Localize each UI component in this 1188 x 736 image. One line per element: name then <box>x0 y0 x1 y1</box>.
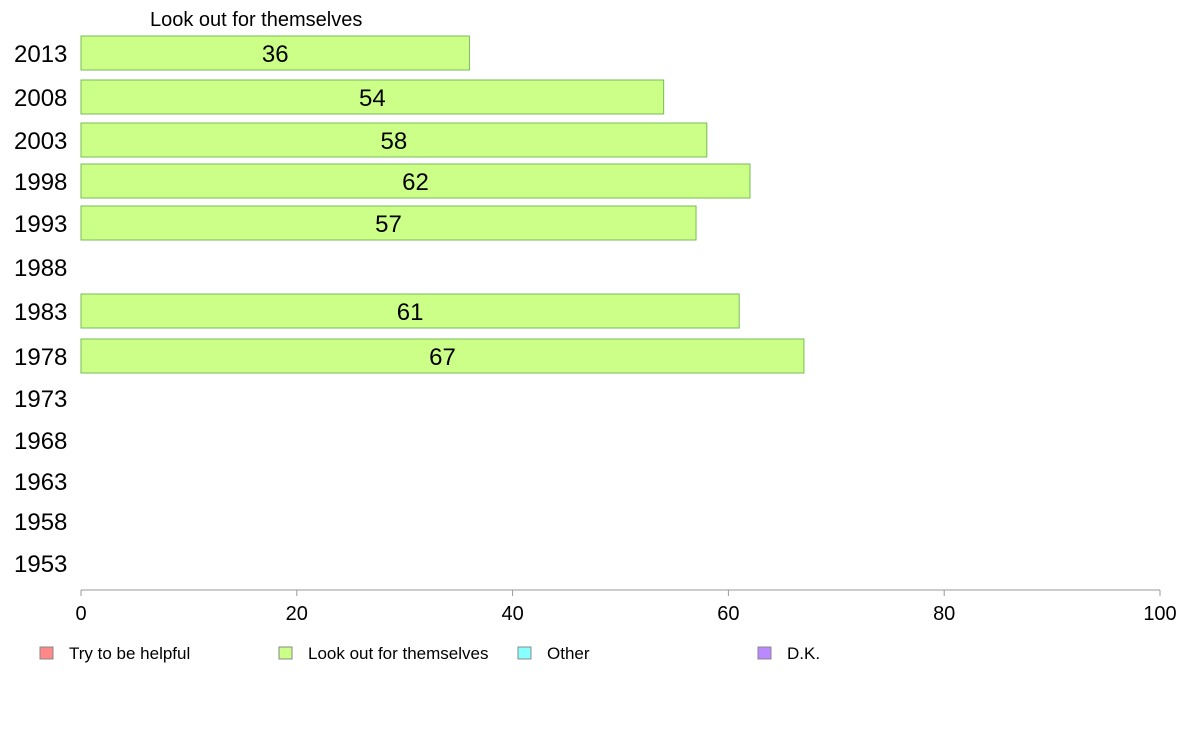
legend-swatch-look-out-for-themselves <box>278 646 293 660</box>
year-label-1978: 1978 <box>14 344 67 371</box>
x-axis: 0 20 40 60 80 100 <box>75 589 1177 625</box>
bar-value-label-1993: 57 <box>375 211 402 238</box>
bar-value-label-1978: 67 <box>429 344 456 371</box>
bar-1998 <box>80 163 751 199</box>
year-label-1953: 1953 <box>14 551 67 578</box>
legend-label-d-k: D.K. <box>787 644 820 663</box>
legend-label-other: Other <box>547 644 590 663</box>
year-label-1998: 1998 <box>14 169 67 196</box>
bar-1978 <box>80 338 805 374</box>
x-tick-label-0: 0 <box>75 603 86 625</box>
bar-value-label-2008: 54 <box>359 85 386 112</box>
bar-1983 <box>80 293 740 329</box>
bar-2013 <box>80 35 470 71</box>
bar-value-label-1983: 61 <box>397 299 424 326</box>
x-tick-label-100: 100 <box>1143 603 1176 625</box>
year-label-1968: 1968 <box>14 428 67 455</box>
bar-value-label-2013: 36 <box>262 41 289 68</box>
bar-1993 <box>80 205 697 241</box>
year-label-2003: 2003 <box>14 128 67 155</box>
year-label-1973: 1973 <box>14 386 67 413</box>
legend-swatch-try-to-be-helpful <box>39 646 54 660</box>
x-tick-label-80: 80 <box>933 603 955 625</box>
bar-2003 <box>80 122 708 158</box>
x-tick-label-60: 60 <box>717 603 739 625</box>
year-label-1988: 1988 <box>14 255 67 282</box>
legend-swatch-other <box>517 646 532 660</box>
year-label-2013: 2013 <box>14 41 67 68</box>
bar-value-label-1998: 62 <box>402 169 429 196</box>
legend-swatch-d-k <box>757 646 772 660</box>
legend-label-look-out-for-themselves: Look out for themselves <box>308 644 488 663</box>
x-tick-label-40: 40 <box>501 603 523 625</box>
x-tick-label-20: 20 <box>286 603 308 625</box>
bar-2008 <box>80 79 665 115</box>
year-label-1983: 1983 <box>14 299 67 326</box>
legend-label-try-to-be-helpful: Try to be helpful <box>69 644 190 663</box>
year-label-1993: 1993 <box>14 211 67 238</box>
year-labels-group: 2013 2008 2003 1998 1993 1988 1983 1978 1973 1968… <box>14 41 67 578</box>
bar-value-label-2003: 58 <box>381 128 408 155</box>
year-label-2008: 2008 <box>14 85 67 112</box>
series-title: Look out for themselves <box>150 9 362 31</box>
legend: Try to be helpful Look out for themselves… <box>39 644 820 663</box>
year-label-1963: 1963 <box>14 469 67 496</box>
year-label-1958: 1958 <box>14 509 67 536</box>
